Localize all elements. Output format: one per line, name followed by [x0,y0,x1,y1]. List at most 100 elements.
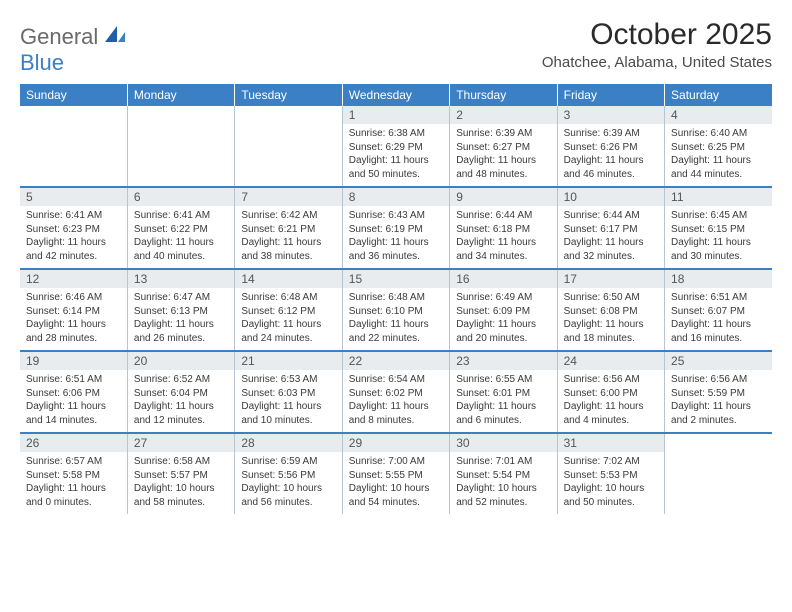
daylight-text: Daylight: 11 hours [241,400,335,414]
daylight-text: Daylight: 11 hours [134,400,228,414]
title-block: October 2025 Ohatchee, Alabama, United S… [542,18,772,71]
calendar-day-cell [20,106,127,187]
daylight-text: and 4 minutes. [564,414,658,428]
sunrise-text: Sunrise: 6:56 AM [671,373,766,387]
day-details: Sunrise: 6:53 AMSunset: 6:03 PMDaylight:… [235,370,341,432]
sail-icon [105,31,125,48]
daylight-text: and 50 minutes. [349,168,443,182]
page-container: General Blue October 2025 Ohatchee, Alab… [0,0,792,524]
daylight-text: Daylight: 11 hours [456,318,550,332]
sunrise-text: Sunrise: 6:38 AM [349,127,443,141]
day-number: 8 [343,188,449,206]
sunset-text: Sunset: 6:09 PM [456,305,550,319]
daylight-text: Daylight: 11 hours [671,154,766,168]
day-number: 13 [128,270,234,288]
calendar-day-cell: 9Sunrise: 6:44 AMSunset: 6:18 PMDaylight… [450,187,557,269]
daylight-text: Daylight: 11 hours [564,236,658,250]
day-details: Sunrise: 7:02 AMSunset: 5:53 PMDaylight:… [558,452,664,514]
sunrise-text: Sunrise: 6:44 AM [564,209,658,223]
day-details [128,124,234,182]
daylight-text: Daylight: 11 hours [134,236,228,250]
sunset-text: Sunset: 6:17 PM [564,223,658,237]
day-number: 19 [20,352,127,370]
daylight-text: and 14 minutes. [26,414,121,428]
sunrise-text: Sunrise: 6:41 AM [26,209,121,223]
calendar-day-cell [665,433,772,514]
day-details: Sunrise: 6:40 AMSunset: 6:25 PMDaylight:… [665,124,772,186]
sunrise-text: Sunrise: 6:49 AM [456,291,550,305]
day-number: 1 [343,106,449,124]
day-number: 10 [558,188,664,206]
day-number: 27 [128,434,234,452]
daylight-text: and 26 minutes. [134,332,228,346]
daylight-text: Daylight: 11 hours [241,236,335,250]
calendar-day-cell: 25Sunrise: 6:56 AMSunset: 5:59 PMDayligh… [665,351,772,433]
daylight-text: Daylight: 10 hours [241,482,335,496]
daylight-text: Daylight: 11 hours [134,318,228,332]
daylight-text: and 30 minutes. [671,250,766,264]
daylight-text: and 56 minutes. [241,496,335,510]
sunrise-text: Sunrise: 6:45 AM [671,209,766,223]
daylight-text: and 24 minutes. [241,332,335,346]
day-details: Sunrise: 6:44 AMSunset: 6:18 PMDaylight:… [450,206,556,268]
day-number: 23 [450,352,556,370]
sunrise-text: Sunrise: 6:48 AM [349,291,443,305]
calendar-day-cell: 6Sunrise: 6:41 AMSunset: 6:22 PMDaylight… [127,187,234,269]
sunrise-text: Sunrise: 6:57 AM [26,455,121,469]
day-number: 12 [20,270,127,288]
weekday-header: Saturday [665,84,772,106]
daylight-text: and 20 minutes. [456,332,550,346]
calendar-day-cell: 16Sunrise: 6:49 AMSunset: 6:09 PMDayligh… [450,269,557,351]
daylight-text: Daylight: 11 hours [26,482,121,496]
daylight-text: and 38 minutes. [241,250,335,264]
day-number: 22 [343,352,449,370]
weekday-header: Monday [127,84,234,106]
sunset-text: Sunset: 6:19 PM [349,223,443,237]
day-number [20,106,127,124]
calendar-day-cell: 31Sunrise: 7:02 AMSunset: 5:53 PMDayligh… [557,433,664,514]
sunset-text: Sunset: 6:12 PM [241,305,335,319]
day-details [665,452,772,510]
sunrise-text: Sunrise: 7:02 AM [564,455,658,469]
calendar-day-cell: 5Sunrise: 6:41 AMSunset: 6:23 PMDaylight… [20,187,127,269]
day-number: 17 [558,270,664,288]
calendar-day-cell: 15Sunrise: 6:48 AMSunset: 6:10 PMDayligh… [342,269,449,351]
logo: General Blue [20,18,125,76]
sunset-text: Sunset: 6:00 PM [564,387,658,401]
sunrise-text: Sunrise: 6:58 AM [134,455,228,469]
sunrise-text: Sunrise: 6:41 AM [134,209,228,223]
day-details: Sunrise: 6:45 AMSunset: 6:15 PMDaylight:… [665,206,772,268]
calendar-week-row: 12Sunrise: 6:46 AMSunset: 6:14 PMDayligh… [20,269,772,351]
daylight-text: and 48 minutes. [456,168,550,182]
daylight-text: and 34 minutes. [456,250,550,264]
sunrise-text: Sunrise: 6:55 AM [456,373,550,387]
daylight-text: Daylight: 11 hours [456,154,550,168]
calendar-day-cell: 28Sunrise: 6:59 AMSunset: 5:56 PMDayligh… [235,433,342,514]
day-details: Sunrise: 6:41 AMSunset: 6:23 PMDaylight:… [20,206,127,268]
sunset-text: Sunset: 5:54 PM [456,469,550,483]
sunrise-text: Sunrise: 6:50 AM [564,291,658,305]
daylight-text: Daylight: 11 hours [241,318,335,332]
daylight-text: and 54 minutes. [349,496,443,510]
day-number: 9 [450,188,556,206]
day-details: Sunrise: 7:01 AMSunset: 5:54 PMDaylight:… [450,452,556,514]
calendar-table: Sunday Monday Tuesday Wednesday Thursday… [20,84,772,514]
sunset-text: Sunset: 6:02 PM [349,387,443,401]
daylight-text: and 6 minutes. [456,414,550,428]
daylight-text: and 8 minutes. [349,414,443,428]
daylight-text: Daylight: 11 hours [349,154,443,168]
sunrise-text: Sunrise: 6:47 AM [134,291,228,305]
daylight-text: Daylight: 10 hours [134,482,228,496]
sunrise-text: Sunrise: 6:42 AM [241,209,335,223]
day-details: Sunrise: 6:38 AMSunset: 6:29 PMDaylight:… [343,124,449,186]
sunset-text: Sunset: 6:04 PM [134,387,228,401]
daylight-text: and 2 minutes. [671,414,766,428]
sunset-text: Sunset: 5:57 PM [134,469,228,483]
sunset-text: Sunset: 6:01 PM [456,387,550,401]
calendar-day-cell: 23Sunrise: 6:55 AMSunset: 6:01 PMDayligh… [450,351,557,433]
sunset-text: Sunset: 5:56 PM [241,469,335,483]
daylight-text: Daylight: 11 hours [456,236,550,250]
daylight-text: and 44 minutes. [671,168,766,182]
daylight-text: and 22 minutes. [349,332,443,346]
sunrise-text: Sunrise: 6:39 AM [456,127,550,141]
